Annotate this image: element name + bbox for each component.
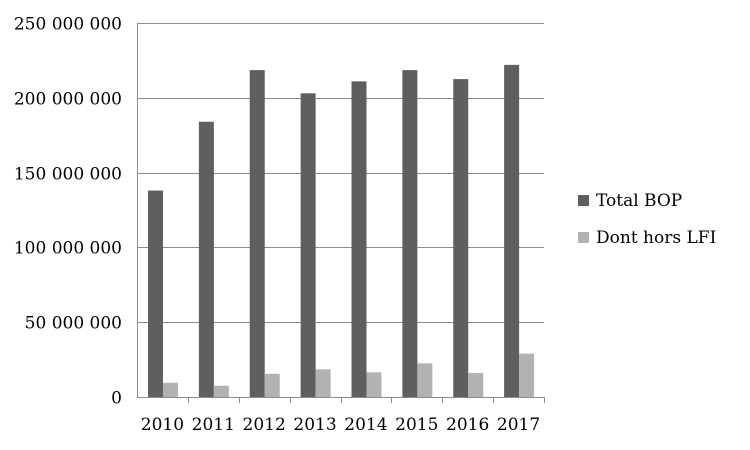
legend-swatch-2 — [578, 232, 589, 243]
x-category-label: 2010 — [141, 415, 184, 435]
bar-dont-hors-lfi-2015 — [417, 363, 433, 397]
bar-dont-hors-lfi-2013 — [315, 369, 331, 397]
bar-total-bop-2012 — [249, 70, 265, 398]
bar-total-bop-2016 — [453, 79, 469, 397]
x-category-label: 2011 — [192, 415, 235, 435]
bar-dont-hors-lfi-2011 — [213, 385, 229, 397]
bar-dont-hors-lfi-2016 — [468, 373, 484, 397]
x-category-label: 2015 — [395, 415, 438, 435]
y-tick-label: 50 000 000 — [25, 314, 122, 334]
y-tick-label: 150 000 000 — [14, 165, 122, 185]
bar-total-bop-2011 — [198, 121, 214, 398]
y-tick-label: 100 000 000 — [14, 239, 122, 259]
bar-dont-hors-lfi-2010 — [163, 382, 178, 397]
legend: Total BOP Dont hors LFI — [578, 191, 716, 248]
bar-total-bop-2013 — [300, 93, 316, 397]
bar-total-bop-2014 — [351, 81, 367, 398]
x-axis-categories: 2010 2011 2012 2013 2014 2015 2016 2017 — [141, 415, 540, 435]
bar-total-bop-2015 — [402, 70, 418, 398]
bar-total-bop-2010 — [148, 190, 163, 397]
y-tick-label: 0 — [111, 389, 122, 409]
bar-dont-hors-lfi-2014 — [366, 372, 382, 397]
x-category-label: 2012 — [243, 415, 286, 435]
legend-label-2: Dont hors LFI — [596, 228, 716, 248]
axes — [137, 23, 545, 403]
y-tick-label: 200 000 000 — [14, 90, 122, 110]
bar-dont-hors-lfi-2017 — [519, 353, 535, 397]
y-tick-label: 250 000 000 — [14, 15, 122, 35]
bar-total-bop-2017 — [504, 64, 520, 397]
x-category-label: 2017 — [497, 415, 540, 435]
legend-swatch-1 — [578, 195, 589, 206]
bars — [148, 64, 535, 398]
x-category-label: 2016 — [446, 415, 489, 435]
x-category-label: 2013 — [293, 415, 336, 435]
legend-label-1: Total BOP — [596, 191, 682, 211]
x-category-label: 2014 — [344, 415, 387, 435]
y-axis-ticks: 0 50 000 000 100 000 000 150 000 000 200 000… — [14, 15, 122, 409]
gridlines — [137, 23, 544, 323]
bar-dont-hors-lfi-2012 — [264, 373, 280, 397]
